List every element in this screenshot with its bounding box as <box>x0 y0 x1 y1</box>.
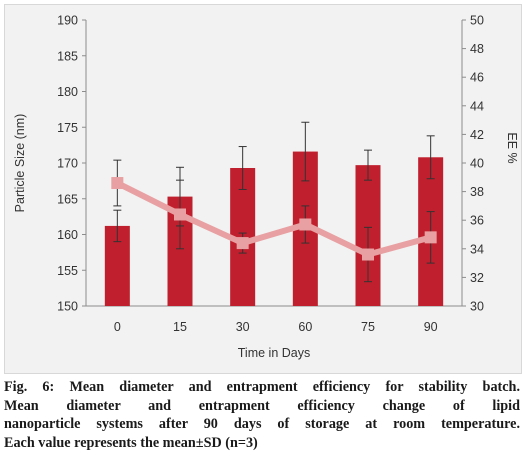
y-tick-label-left: 175 <box>57 121 78 135</box>
y-tick-label-left: 160 <box>57 228 78 242</box>
y-tick-label-right: 44 <box>470 99 484 113</box>
caption-line-2: nanoparticle systems after 90 days of st… <box>4 416 520 432</box>
y-tick-label-right: 38 <box>470 185 484 199</box>
caption-line-1: Mean diameter and entrapment efficiency … <box>4 397 520 414</box>
x-tick-label: 60 <box>298 320 312 334</box>
ee-point <box>111 177 124 190</box>
x-tick-label: 15 <box>173 320 187 334</box>
y-tick-label-left: 165 <box>57 192 78 206</box>
ee-point <box>299 218 312 231</box>
y-axis-title-right: EE % <box>505 132 519 163</box>
y-tick-label-left: 180 <box>57 85 78 99</box>
y-tick-label-right: 48 <box>470 42 484 56</box>
y-tick-label-right: 40 <box>470 157 484 171</box>
caption-title-line: Fig. 6: Mean diameter and entrapment eff… <box>4 378 520 397</box>
chart: 1501551601651701751801851903032343638404… <box>13 14 519 361</box>
y-tick-label-right: 50 <box>470 14 484 28</box>
y-tick-label-right: 30 <box>470 300 484 314</box>
y-tick-label-right: 42 <box>470 128 484 142</box>
y-tick-label-left: 170 <box>57 157 78 171</box>
x-tick-label: 30 <box>236 320 250 334</box>
y-tick-label-left: 150 <box>57 300 78 314</box>
y-tick-label-right: 34 <box>470 242 484 256</box>
x-tick-label: 90 <box>424 320 438 334</box>
figure-panel: 150 155 160 165 170 175 180 185 190 30 32 34 36 38 40 4… <box>4 4 522 374</box>
figure-caption: Fig. 6: Mean diameter and entrapment eff… <box>4 378 520 452</box>
x-tick-label: 75 <box>361 320 375 334</box>
x-axis-title: Time in Days <box>238 346 310 360</box>
y-tick-label-left: 190 <box>57 14 78 28</box>
ee-line <box>115 180 432 258</box>
y-axis-title-left: Particle Size (nm) <box>13 114 27 213</box>
ee-point <box>424 231 437 244</box>
ee-point <box>362 248 374 261</box>
ee-point <box>236 237 249 250</box>
figure-label: Fig. 6: <box>4 379 55 395</box>
y-tick-label-right: 32 <box>470 271 484 285</box>
y-tick-label-right: 36 <box>470 214 484 228</box>
y-tick-label-right: 46 <box>470 71 484 85</box>
caption-title: Mean diameter and entrapment efficiency … <box>69 379 520 395</box>
y-tick-label-left: 185 <box>57 49 78 63</box>
x-tick-label: 0 <box>114 320 121 334</box>
ee-point <box>174 208 186 221</box>
y-tick-label-left: 155 <box>57 264 78 278</box>
caption-line-3: Each value represents the mean±SD (n=3) <box>4 434 258 451</box>
